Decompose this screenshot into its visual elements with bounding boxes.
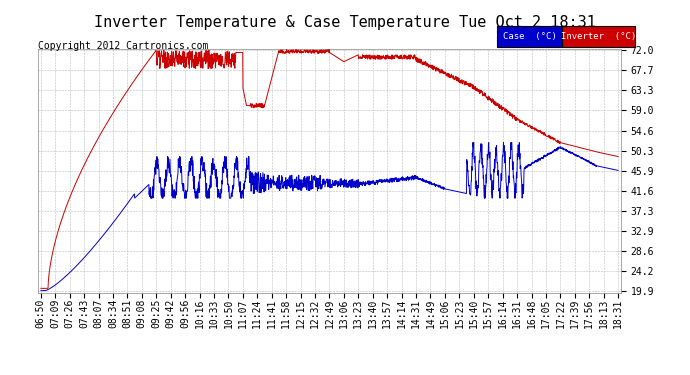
Text: Copyright 2012 Cartronics.com: Copyright 2012 Cartronics.com	[38, 41, 208, 51]
Text: Case  (°C): Case (°C)	[503, 32, 556, 41]
Text: Inverter Temperature & Case Temperature Tue Oct 2 18:31: Inverter Temperature & Case Temperature …	[94, 15, 596, 30]
Text: Inverter  (°C): Inverter (°C)	[561, 32, 636, 41]
